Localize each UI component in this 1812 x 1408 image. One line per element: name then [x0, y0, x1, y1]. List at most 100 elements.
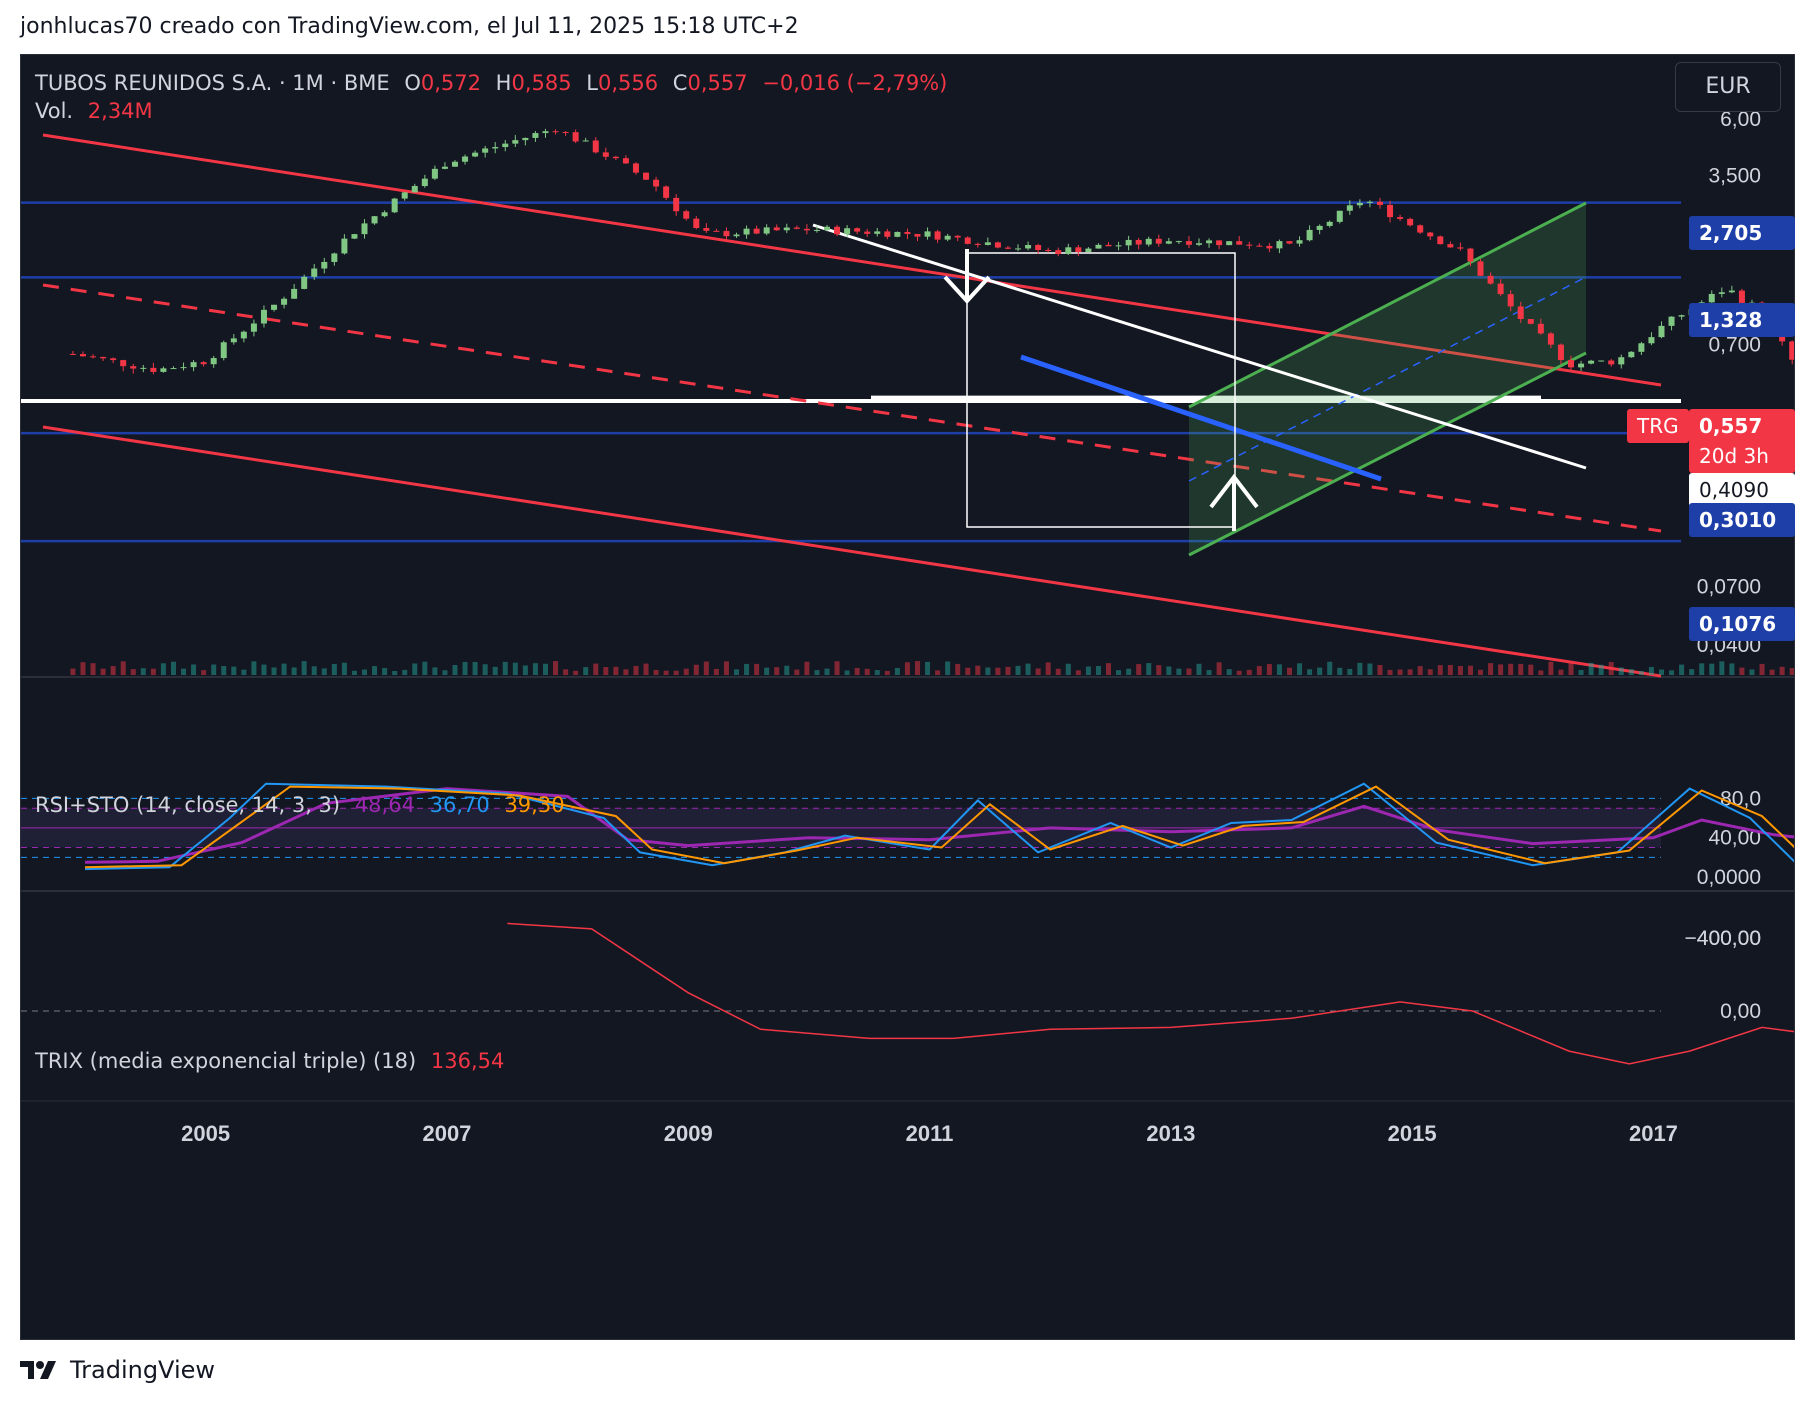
volume-bar [1427, 669, 1433, 675]
ohlc-open: O0,572 [404, 71, 481, 95]
candle-body [793, 227, 800, 229]
annotation-box [966, 252, 1236, 528]
rsi-axis-label: 80,0 [1720, 787, 1761, 810]
volume-bar [191, 664, 197, 675]
candle-body [612, 156, 619, 159]
candle-body [944, 235, 951, 240]
candle-body [1266, 245, 1273, 249]
candle-body [431, 168, 438, 179]
volume-bar [1317, 667, 1323, 675]
volume-bar [1759, 663, 1765, 675]
candle-body [964, 237, 971, 244]
trix-legend[interactable]: TRIX (media exponencial triple) (18) 136… [35, 1049, 512, 1073]
candle-body [512, 140, 519, 144]
volume-bar [1568, 662, 1574, 675]
candle-body [703, 228, 710, 231]
tradingview-logo[interactable]: TradingView [20, 1356, 215, 1384]
level-tag: 0,3010 [1689, 503, 1795, 537]
candle-body [421, 178, 428, 187]
candle-body [904, 231, 911, 234]
volume-bar [1196, 663, 1202, 675]
volume-bar [452, 664, 458, 675]
candle-body [1628, 351, 1635, 358]
trix-line [507, 922, 1794, 1065]
candle-body [1296, 240, 1303, 244]
chart-canvas[interactable]: 6,003,5002,0000,7000,20000,07000,0400200… [21, 55, 1794, 1339]
candle-body [210, 358, 217, 365]
volume-bar [1558, 669, 1564, 675]
volume-bar [764, 667, 770, 675]
candle-body [79, 354, 86, 357]
volume-bar [1045, 662, 1051, 675]
candle-body [834, 226, 841, 235]
trend-channel-mid [42, 283, 1662, 533]
candle-body [532, 133, 539, 138]
volume-bar [1779, 666, 1785, 675]
volume-bar [130, 669, 136, 675]
candle-body [1286, 241, 1293, 244]
volume-bar [884, 670, 890, 675]
candle-body [1095, 244, 1102, 249]
chart-area[interactable]: 6,003,5002,0000,7000,20000,07000,0400200… [20, 54, 1795, 1340]
candle-body [1236, 241, 1243, 245]
candle-body [1216, 240, 1223, 246]
volume-bar [713, 668, 719, 675]
candle-body [321, 261, 328, 269]
volume-bar [201, 670, 207, 675]
volume-bar [271, 667, 277, 675]
volume-bar [1588, 662, 1594, 675]
symbol-name[interactable]: TUBOS REUNIDOS S.A. · 1M · BME [35, 71, 390, 95]
ohlc-low: L0,556 [586, 71, 659, 95]
volume-bar [402, 669, 408, 675]
candle-body [1457, 247, 1464, 249]
candle-body [914, 233, 921, 237]
time-axis-label: 2017 [1629, 1121, 1678, 1146]
volume-bar [1035, 668, 1041, 675]
volume-bar [1085, 666, 1091, 675]
volume-bar [100, 668, 106, 675]
currency-button[interactable]: EUR [1675, 62, 1781, 112]
candle-body [1125, 239, 1132, 246]
candle-body [1718, 292, 1725, 294]
candle-body [1397, 217, 1404, 219]
volume-bar [1236, 670, 1242, 675]
candle-body [894, 231, 901, 237]
rsi-legend[interactable]: RSI+STO (14, close, 14, 3, 3) 48,64 36,7… [35, 793, 573, 817]
volume-bar [1347, 668, 1353, 675]
candle-body [663, 186, 670, 198]
stoch-k-line [84, 782, 1794, 871]
volume-bar [985, 667, 991, 675]
volume-bar [90, 663, 96, 675]
volume-bar [181, 668, 187, 675]
volume-bar [1176, 668, 1182, 675]
candle-body [1015, 248, 1022, 250]
candle-body [462, 156, 469, 162]
volume-bar [774, 667, 780, 675]
candle-body [522, 137, 529, 141]
candle-body [1256, 245, 1263, 247]
candle-body [130, 366, 137, 369]
level-tag: 0,4090 [1689, 473, 1795, 507]
volume-bar [472, 662, 478, 675]
candle-body [994, 242, 1001, 248]
volume-bar [482, 664, 488, 675]
volume-bar [1065, 663, 1071, 675]
volume-bar [1447, 664, 1453, 675]
trix-label: TRIX (media exponencial triple) (18) [35, 1049, 417, 1073]
volume-bar [1598, 664, 1604, 675]
volume-bar [914, 661, 920, 675]
symbol-tag: TRG [1627, 409, 1689, 443]
volume-legend: Vol. 2,34M [35, 99, 161, 123]
volume-bar [623, 669, 629, 675]
candle-body [110, 358, 117, 361]
candle-body [1135, 239, 1142, 245]
volume-bar [814, 670, 820, 675]
volume-bar [1578, 670, 1584, 675]
volume-bar [462, 661, 468, 675]
volume-bar [613, 666, 619, 675]
candle-body [140, 367, 147, 369]
symbol-legend: TUBOS REUNIDOS S.A. · 1M · BME O0,572 H0… [35, 71, 955, 95]
candle-body [1055, 250, 1062, 254]
candle-body [271, 304, 278, 310]
tradingview-logo-icon [20, 1361, 56, 1379]
